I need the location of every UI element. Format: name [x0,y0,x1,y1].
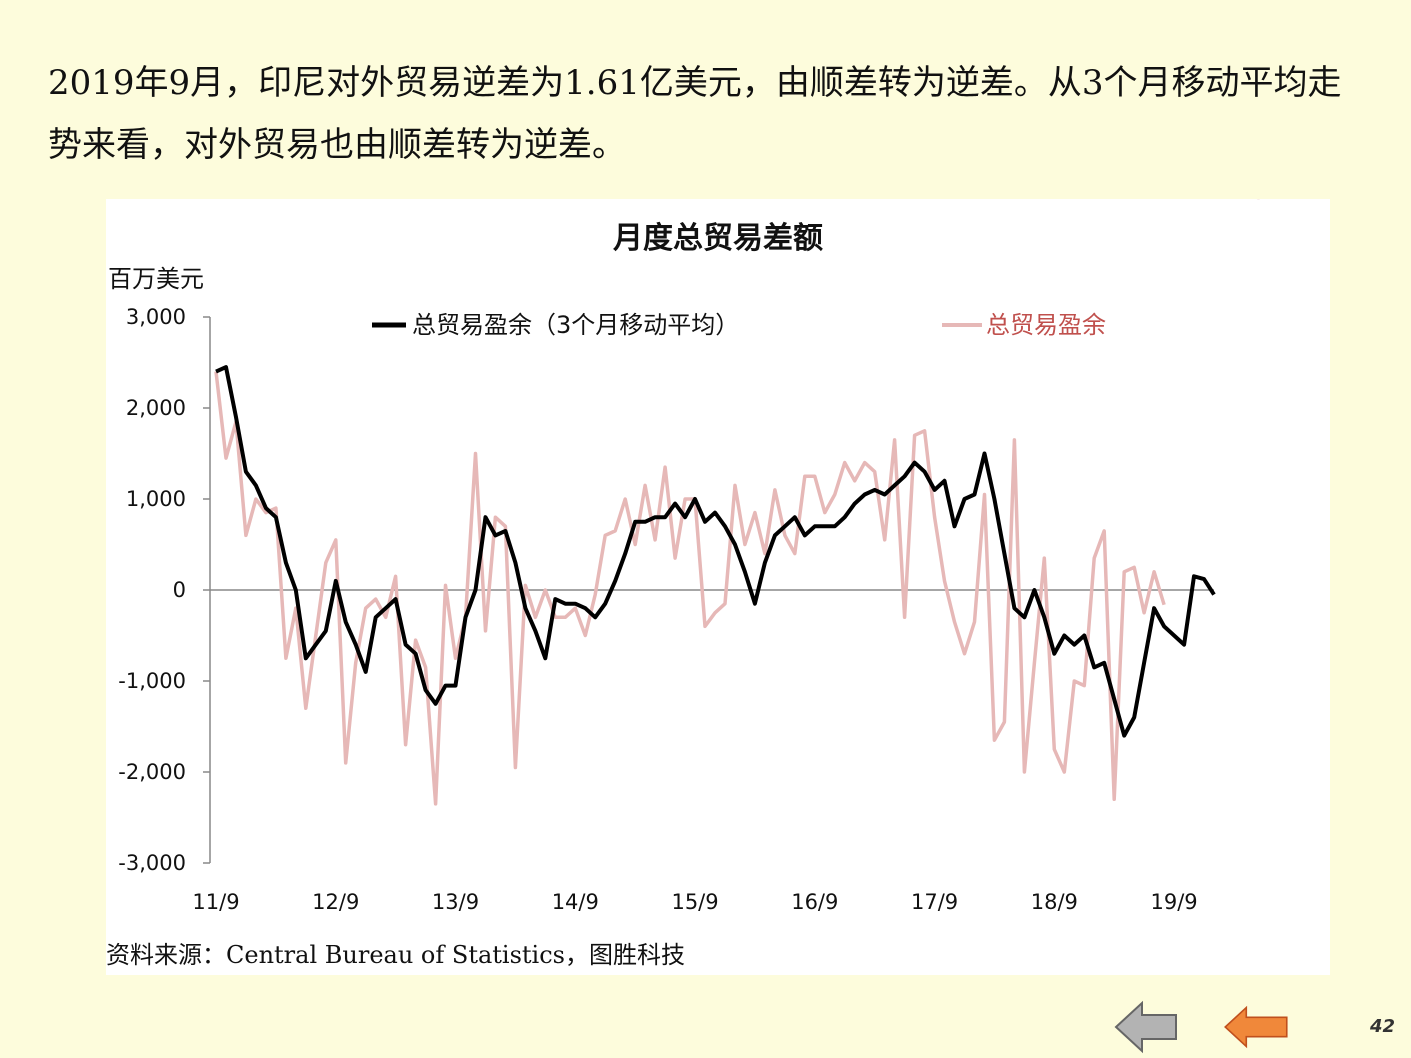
y-tick-label: -2,000 [118,760,186,784]
headline: 2019年9月，印尼对外贸易逆差为1.61亿美元，由顺差转为逆差。从3个月移动平… [48,63,1342,165]
y-tick-label: -1,000 [118,669,186,693]
chart-title: 月度总贸易差额 [613,221,823,256]
last-value-label: -161 [1228,199,1280,205]
prev-slide-button[interactable] [1112,997,1180,1057]
x-tick-label: 18/9 [1031,890,1078,914]
x-tick-label: 19/9 [1150,890,1197,914]
x-tick-label: 11/9 [192,890,239,914]
x-tick-label: 16/9 [791,890,838,914]
y-tick-label: 0 [173,578,186,602]
x-tick-label: 15/9 [671,890,718,914]
series-line-monthly [214,371,1166,806]
x-tick-label: 17/9 [911,890,958,914]
y-tick-label: 3,000 [126,305,186,329]
y-tick-label: 2,000 [126,396,186,420]
y-axis-unit-label: 百万美元 [108,265,204,293]
y-tick-label: 1,000 [126,487,186,511]
left-arrow-icon [1114,1000,1177,1054]
left-arrow-icon [1224,1005,1288,1049]
x-tick-label: 13/9 [432,890,479,914]
page-number: 42 [1370,1016,1396,1037]
x-tick-label: 14/9 [552,890,599,914]
y-tick-label: -3,000 [118,851,186,875]
legend-label-monthly: 总贸易盈余 [986,311,1106,339]
x-tick-label: 12/9 [312,890,359,914]
source-note: 资料来源：Central Bureau of Statistics，图胜科技 [106,941,685,969]
next-slide-button[interactable] [1222,997,1290,1057]
chart-panel: 月度总贸易差额 百万美元 3,000 2,000 1,000 0 -1,000 -2,00… [106,199,1330,975]
legend-label-moving-average: 总贸易盈余（3个月移动平均） [412,311,739,339]
series-line-moving-average [215,365,1216,738]
